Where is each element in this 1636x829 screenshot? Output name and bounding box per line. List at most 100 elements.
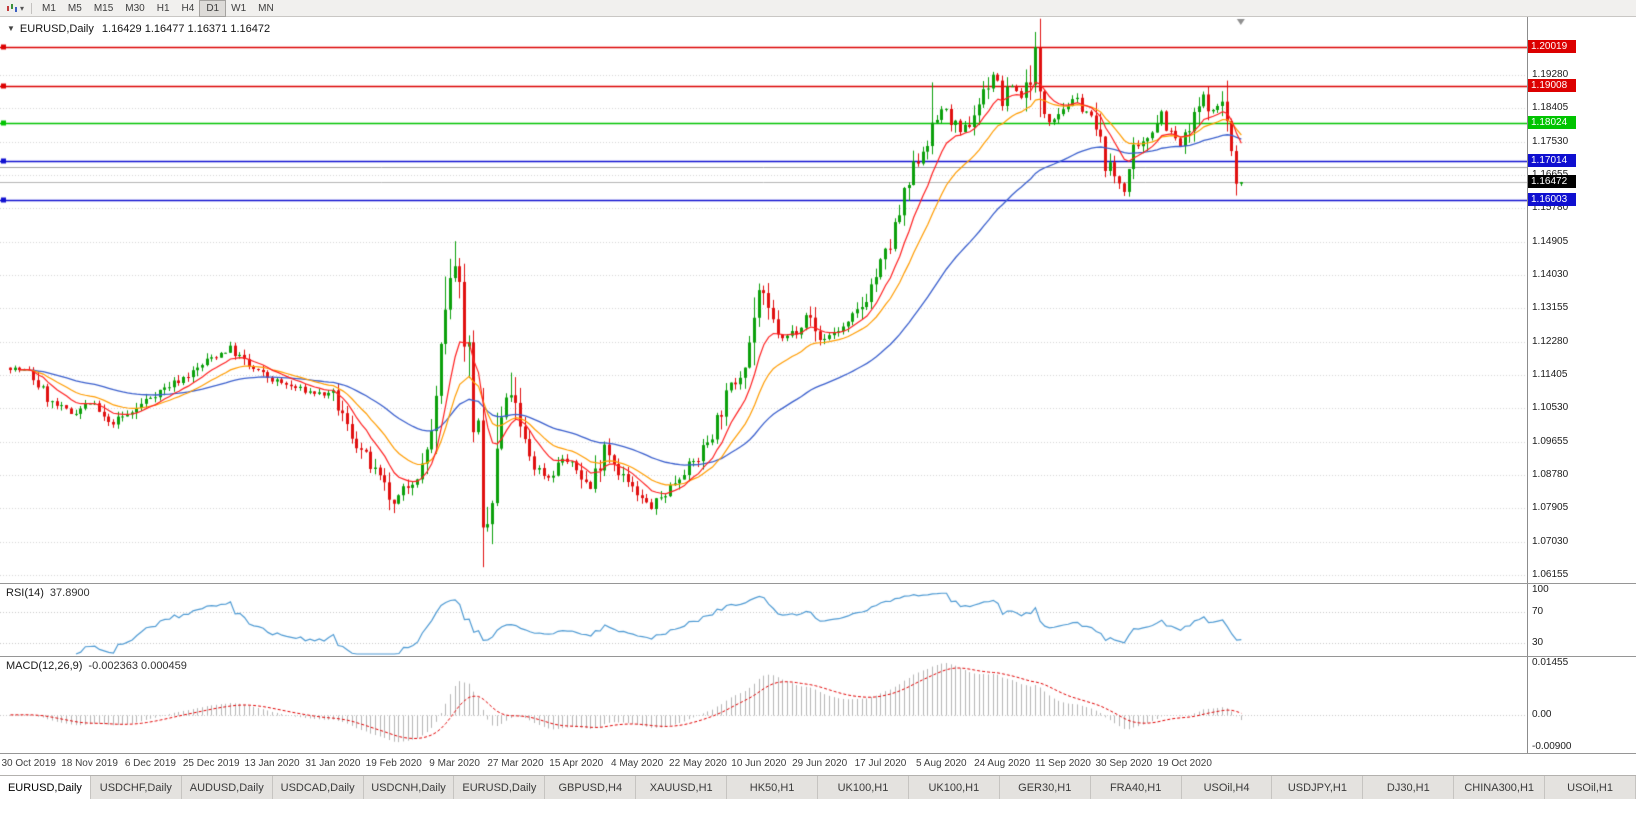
dropdown-caret-icon: ▾ xyxy=(20,3,25,13)
chart-title: ▼ EURUSD,Daily 1.16429 1.16477 1.16371 1.1… xyxy=(7,23,270,35)
price-axis[interactable]: 1.19280 1.18405 1.17530 1.16655 1.15780 1.149… xyxy=(1527,17,1636,583)
main-chart-panel: ▼ EURUSD,Daily 1.16429 1.16477 1.16371 1.1… xyxy=(0,17,1636,583)
rsi-label: RSI(14) xyxy=(6,587,44,599)
date-label: 27 Mar 2020 xyxy=(487,758,544,769)
price-tick-label: 1.15780 xyxy=(1532,202,1569,214)
price-tick-label: 1.11405 xyxy=(1532,369,1568,381)
rsi-canvas[interactable] xyxy=(0,584,1527,656)
date-label: 9 Mar 2020 xyxy=(429,758,480,769)
chart-tab-fra40-h1[interactable]: FRA40,H1 xyxy=(1090,776,1182,799)
macd-axis-label: 0.01455 xyxy=(1532,657,1569,668)
date-label: 24 Aug 2020 xyxy=(974,758,1031,769)
date-label: 5 Aug 2020 xyxy=(916,758,967,769)
chart-symbol-period: EURUSD,Daily xyxy=(19,23,94,35)
timeframe-button-m1[interactable]: M1 xyxy=(42,2,56,14)
price-tick-label: 1.19280 xyxy=(1532,69,1569,81)
chart-type-button[interactable]: ▾ xyxy=(3,1,27,16)
date-label: 17 Jul 2020 xyxy=(854,758,907,769)
rsi-axis-label: 100 xyxy=(1532,584,1549,595)
macd-axis-label: -0.00900 xyxy=(1532,741,1572,752)
macd-label: MACD(12,26,9) xyxy=(6,660,83,672)
rsi-axis-label: 30 xyxy=(1532,637,1544,649)
macd-title: MACD(12,26,9) -0.002363 0.000459 xyxy=(6,660,187,672)
timeframe-toolbar: ▾ M1 M5 M15 M30 H1 H4 D1 W1 MN xyxy=(0,0,1636,17)
chart-tab-hk50-h1[interactable]: HK50,H1 xyxy=(727,776,819,799)
timeframe-button-h4[interactable]: H4 xyxy=(181,2,195,14)
chart-tab-usdcnh-daily[interactable]: USDCNH,Daily xyxy=(363,776,455,799)
chart-tab-dj30-h1[interactable]: DJ30,H1 xyxy=(1363,776,1455,799)
date-label: 30 Oct 2019 xyxy=(1,758,56,769)
date-label: 11 Sep 2020 xyxy=(1035,758,1091,769)
bottom-filler xyxy=(0,799,1636,829)
date-label: 19 Oct 2020 xyxy=(1157,758,1212,769)
timeframe-button-h1[interactable]: H1 xyxy=(156,2,170,14)
macd-axis-label: 0.00 xyxy=(1532,708,1552,720)
chart-tab-gbpusd-h4[interactable]: GBPUSD,H4 xyxy=(545,776,637,799)
price-tick-label: 1.07030 xyxy=(1532,535,1569,547)
date-label: 30 Sep 2020 xyxy=(1095,758,1153,769)
price-tick-label: 1.18405 xyxy=(1532,102,1569,114)
level-price-badge: 1.16003 xyxy=(1528,192,1576,206)
price-tick-label: 1.14905 xyxy=(1532,235,1569,247)
timeframe-button-w1[interactable]: W1 xyxy=(231,2,247,14)
rsi-axis[interactable]: 100 70 30 xyxy=(1527,584,1636,656)
macd-axis[interactable]: 0.01455 0.00 -0.00900 xyxy=(1527,657,1636,753)
price-tick-label: 1.13155 xyxy=(1532,302,1569,314)
macd-canvas[interactable] xyxy=(0,657,1527,753)
date-label: 13 Jan 2020 xyxy=(244,758,300,769)
price-tick-label: 1.08780 xyxy=(1532,469,1569,481)
timeframe-button-d1[interactable]: D1 xyxy=(199,0,227,17)
chart-tab-usdjpy-h1[interactable]: USDJPY,H1 xyxy=(1272,776,1364,799)
date-label: 4 May 2020 xyxy=(610,758,664,769)
chart-ohlc-values: 1.16429 1.16477 1.16371 1.16472 xyxy=(101,23,271,35)
chart-tab-eurusd-daily[interactable]: EURUSD,Daily xyxy=(454,776,546,799)
date-label: 10 Jun 2020 xyxy=(731,758,787,769)
timeframe-buttons-group: M1 M5 M15 M30 H1 H4 D1 W1 MN xyxy=(36,0,280,17)
date-label: 29 Jun 2020 xyxy=(792,758,848,769)
price-tick-label: 1.06155 xyxy=(1532,569,1569,580)
chart-tab-usdcad-daily[interactable]: USDCAD,Daily xyxy=(272,776,364,799)
price-tick-label: 1.16655 xyxy=(1532,169,1568,181)
price-tick-label: 1.14030 xyxy=(1532,269,1569,281)
level-price-badge: 1.19008 xyxy=(1528,78,1576,92)
chart-tab-xauusd-h1[interactable]: XAUUSD,H1 xyxy=(636,776,728,799)
timeframe-button-m5[interactable]: M5 xyxy=(67,2,82,14)
rsi-indicator-panel: RSI(14) 37.8900 100 70 30 xyxy=(0,583,1636,656)
chart-tab-usoil-h1[interactable]: USOil,H1 xyxy=(1545,776,1636,799)
level-price-badge: 1.18024 xyxy=(1528,115,1576,129)
date-label: 18 Nov 2019 xyxy=(61,758,118,769)
price-tick-label: 1.10530 xyxy=(1532,402,1569,414)
level-price-badge: 1.20019 xyxy=(1528,40,1576,53)
chart-tab-china300-h1[interactable]: CHINA300,H1 xyxy=(1454,776,1546,799)
date-axis[interactable]: 30 Oct 2019 18 Nov 2019 6 Dec 2019 25 Dec 2… xyxy=(0,753,1636,775)
current-price-badge: 1.16472 xyxy=(1528,175,1576,189)
date-label: 19 Feb 2020 xyxy=(365,758,422,769)
chart-tab-eurusd-daily[interactable]: EURUSD,Daily xyxy=(0,776,91,799)
level-price-badge: 1.17014 xyxy=(1528,154,1576,168)
chart-tab-ger30-h1[interactable]: GER30,H1 xyxy=(999,776,1091,799)
rsi-value: 37.8900 xyxy=(49,587,90,599)
date-label: 31 Jan 2020 xyxy=(305,758,361,769)
price-tick-label: 1.09655 xyxy=(1532,435,1569,447)
collapse-arrow-icon[interactable]: ▼ xyxy=(7,24,15,33)
timeframe-button-m30[interactable]: M30 xyxy=(125,2,145,14)
price-tick-label: 1.17530 xyxy=(1532,135,1569,147)
timeframe-button-mn[interactable]: MN xyxy=(258,2,274,14)
chart-tab-usoil-h4[interactable]: USOil,H4 xyxy=(1181,776,1273,799)
macd-values: -0.002363 0.000459 xyxy=(88,660,187,672)
chart-tab-uk100-h1[interactable]: UK100,H1 xyxy=(818,776,909,799)
bar-chart-icon xyxy=(7,4,17,12)
chart-tab-uk100-h1[interactable]: UK100,H1 xyxy=(908,776,1000,799)
price-chart-canvas[interactable] xyxy=(0,17,1527,583)
price-tick-label: 1.12280 xyxy=(1532,335,1569,347)
date-label: 22 May 2020 xyxy=(669,758,727,769)
date-label: 6 Dec 2019 xyxy=(124,758,176,769)
timeframe-button-m15[interactable]: M15 xyxy=(93,2,114,14)
chart-tab-audusd-daily[interactable]: AUDUSD,Daily xyxy=(181,776,273,799)
chart-tab-usdchf-daily[interactable]: USDCHF,Daily xyxy=(90,776,182,799)
toolbar-separator xyxy=(31,2,33,14)
macd-indicator-panel: MACD(12,26,9) -0.002363 0.000459 0.01455 0… xyxy=(0,656,1636,753)
date-label: 15 Apr 2020 xyxy=(549,758,604,769)
chart-tab-bar: EURUSD,Daily USDCHF,Daily AUDUSD,Daily USDC… xyxy=(0,775,1636,799)
